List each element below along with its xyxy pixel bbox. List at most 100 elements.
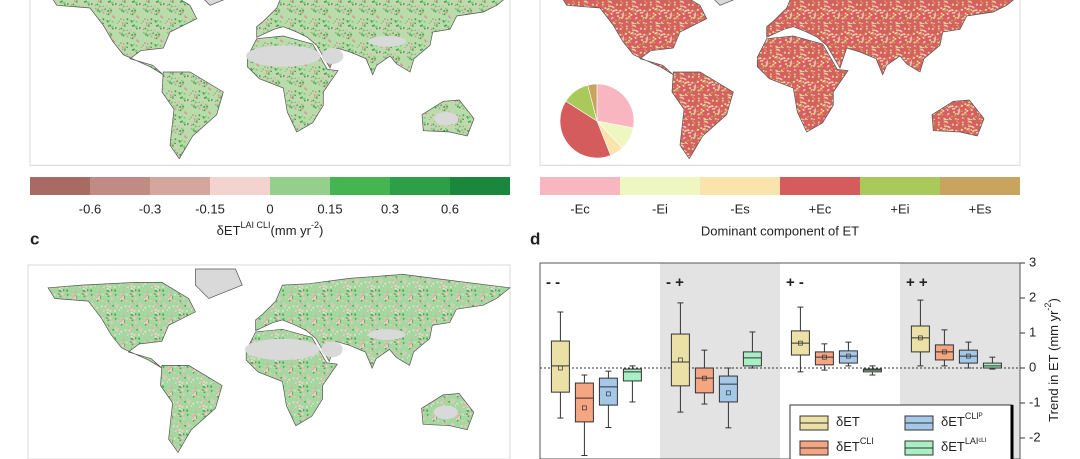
no-data-region	[434, 112, 458, 126]
greenland	[714, 0, 735, 6]
legend-name: δET	[836, 414, 860, 429]
colorbar-swatch	[150, 177, 210, 195]
mean	[966, 353, 971, 359]
colorbar-category-label: +Es	[969, 201, 992, 216]
mean	[558, 365, 563, 371]
continent	[766, 0, 1014, 76]
box	[574, 382, 594, 423]
continent	[931, 99, 985, 137]
box	[718, 375, 738, 403]
no-data-region	[244, 338, 320, 361]
legend-entry: δETCLI	[836, 436, 874, 454]
continent	[671, 71, 734, 160]
continent	[160, 365, 223, 454]
legend-entry: δETCLIᴾ	[941, 411, 983, 429]
mean	[606, 391, 611, 397]
colorbar-category-label: +Ei	[890, 201, 909, 216]
colorbar-tick-label: 0.6	[441, 201, 459, 216]
mean	[798, 340, 803, 346]
map-frame	[27, 264, 511, 459]
colorbar-swatch	[270, 177, 330, 195]
panel-letter: c	[30, 229, 39, 248]
y-tick-label: 0	[1029, 359, 1036, 374]
mean	[822, 354, 827, 360]
mean	[702, 375, 707, 381]
colorbar-tick-label: -0.3	[139, 201, 161, 216]
colorbar-swatch	[700, 177, 780, 195]
y-label-end: )	[1046, 298, 1061, 302]
legend-sup: CLI	[860, 436, 874, 446]
legend-name: δET	[836, 439, 860, 454]
continent	[756, 35, 849, 133]
y-axis-label: Trend in ET (mm yr-2)	[1043, 298, 1061, 422]
legend-sup: LAIᶜᴸᴵ	[965, 436, 987, 446]
colorbar-swatch	[780, 177, 860, 195]
y-tick-label: 2	[1029, 289, 1036, 304]
legend-entry: δET	[836, 414, 860, 429]
plot-frame	[539, 262, 1021, 459]
mean	[582, 405, 587, 411]
panel-letter: d	[530, 229, 540, 248]
no-data-region	[433, 405, 458, 419]
world-map	[27, 264, 511, 459]
colorbar-swatch	[540, 177, 620, 195]
colorbar-swatch	[210, 177, 270, 195]
legend-name: δET	[941, 414, 965, 429]
map-frame	[539, 0, 1021, 166]
greenland	[195, 268, 243, 299]
colorbar-label: δETLAI CLI(mm yr-2)	[217, 220, 324, 238]
y-tick-label: 3	[1029, 254, 1036, 269]
box	[814, 351, 834, 366]
world-map	[539, 0, 1021, 166]
y-label-main: Trend in ET (mm yr	[1046, 310, 1061, 422]
greenland	[204, 0, 225, 6]
world-map	[29, 0, 511, 166]
colorbar-tick-label: -0.15	[195, 201, 225, 216]
y-tick-label: 1	[1029, 324, 1036, 339]
no-data-region	[246, 45, 321, 67]
box	[910, 325, 930, 353]
legend-sup: CLIᴾ	[965, 411, 983, 421]
colorbar-swatch	[940, 177, 1020, 195]
pie-slice	[559, 100, 612, 159]
group-label: + +	[906, 274, 928, 291]
continent	[161, 71, 224, 160]
box	[550, 340, 570, 393]
continent	[562, 0, 708, 75]
box	[934, 344, 954, 361]
colorbar-swatch	[390, 177, 450, 195]
mean	[846, 353, 851, 359]
colorbar-tick-label: -0.6	[79, 201, 101, 216]
box	[838, 350, 858, 364]
colorbar-swatch	[90, 177, 150, 195]
box	[958, 349, 978, 364]
colorbar-category-label: -Es	[730, 201, 750, 216]
continent	[255, 274, 511, 370]
colorbar-category-label: +Ec	[809, 201, 832, 216]
colorbar-swatch	[620, 177, 700, 195]
y-tick-label: -1	[1029, 394, 1041, 409]
colorbar-tick-label: 0	[266, 201, 273, 216]
y-label-sup: -2	[1043, 303, 1053, 311]
colorbar-label: Dominant component of ET	[701, 223, 859, 238]
colorbar-category-label: -Ec	[570, 201, 590, 216]
continent	[47, 282, 196, 369]
map-frame	[29, 0, 511, 166]
colorbar-swatch	[330, 177, 390, 195]
no-data-region	[321, 341, 343, 358]
box	[622, 368, 642, 382]
colorbar-swatch	[450, 177, 510, 195]
legend-name: δET	[941, 439, 965, 454]
group-label: - -	[546, 274, 560, 291]
no-data-region	[322, 48, 344, 64]
group-label: - +	[666, 274, 684, 291]
pie-slice	[587, 83, 598, 122]
colorbar-swatch	[860, 177, 940, 195]
y-tick-label: -2	[1029, 429, 1041, 444]
colorbar-tick-label: 0.3	[381, 201, 399, 216]
colorbar-swatch	[30, 177, 90, 195]
no-data-region	[368, 36, 407, 47]
mean	[918, 335, 923, 341]
no-data-region	[368, 329, 406, 340]
